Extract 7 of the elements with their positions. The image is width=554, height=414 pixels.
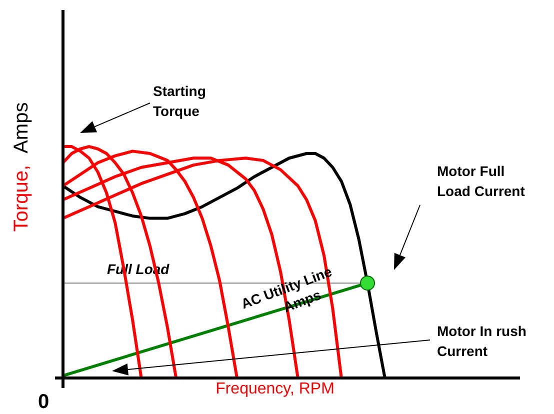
- annotation: Motor In rush Current: [437, 323, 526, 359]
- y-axis-title: Torque, Amps: [10, 102, 33, 232]
- text: Starting Torque: [153, 83, 206, 119]
- annotation: Motor Full Load Current: [437, 163, 526, 199]
- text: 0: [38, 391, 50, 413]
- x-axis-title: Frequency, RPM: [216, 380, 334, 398]
- annotation: AC Utility Line Amps: [238, 263, 334, 316]
